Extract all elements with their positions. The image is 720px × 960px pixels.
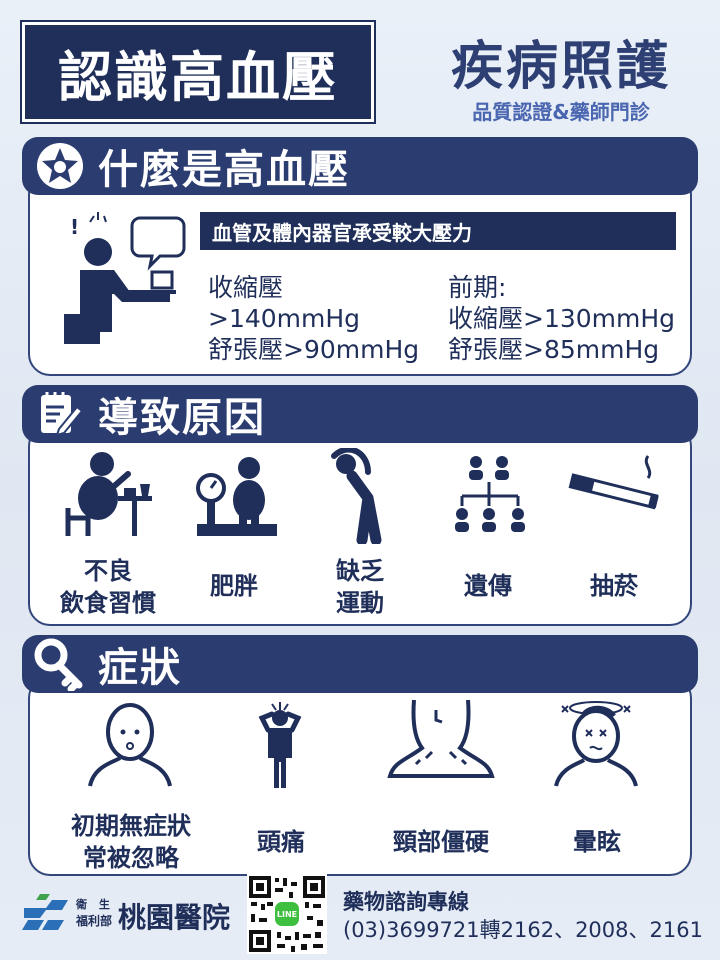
symptoms-section-title: 症狀 xyxy=(98,645,182,691)
causes-section-title: 導致原因 xyxy=(98,395,266,441)
category-subtitle: 品質認證&藥師門診 xyxy=(472,100,650,124)
cause-label-diet: 不良 飲食習慣 xyxy=(60,557,156,617)
logo-small-top: 衛 生 xyxy=(76,898,114,911)
family-tree-icon xyxy=(450,452,530,548)
criteria-line: 舒張壓>90mmHg xyxy=(208,335,420,364)
criteria-line: 收縮壓 xyxy=(208,273,284,302)
person-calm-icon xyxy=(88,696,172,792)
criteria-line: 舒張壓>85mmHg xyxy=(448,335,660,364)
what-section-header: 什麼是高血壓 xyxy=(22,137,698,195)
weight-scale-icon xyxy=(195,454,279,544)
hospital-logo-icon xyxy=(20,892,72,940)
cause-label-genetics: 遺傳 xyxy=(464,572,512,600)
criteria-line: 前期: xyxy=(448,273,507,302)
person-headache-icon xyxy=(258,700,302,796)
cause-label-smoking: 抽菸 xyxy=(590,572,638,600)
page-title: 認識高血壓 xyxy=(58,45,338,109)
what-section-panel xyxy=(28,172,692,376)
symptom-label-asymptomatic: 初期無症狀 常被忽略 xyxy=(71,812,191,872)
causes-section-panel xyxy=(28,424,692,626)
symptom-label-stiff-neck: 頸部僵硬 xyxy=(393,828,489,856)
consult-title: 藥物諮詢專線 xyxy=(343,890,469,914)
stiff-neck-icon xyxy=(386,696,496,792)
cause-label-obesity: 肥胖 xyxy=(210,572,258,600)
cause-label-exercise: 缺乏 運動 xyxy=(336,557,384,617)
hypertension-criteria: 收縮壓 >140mmHg 舒張壓>90mmHg xyxy=(208,272,419,365)
key-icon xyxy=(28,635,92,693)
symptom-label-dizziness: 暈眩 xyxy=(573,828,621,856)
notepad-pencil-icon xyxy=(28,385,92,443)
star-icon xyxy=(28,137,92,195)
dizzy-face-icon xyxy=(554,696,638,792)
criteria-line: 收縮壓>130mmHg xyxy=(448,304,676,333)
symptoms-section-header: 症狀 xyxy=(22,635,698,693)
page-title-box: 認識高血壓 xyxy=(20,20,376,124)
prehypertension-criteria: 前期: 收縮壓>130mmHg 舒張壓>85mmHg xyxy=(448,272,675,365)
person-bp-monitor-icon: ! xyxy=(60,212,190,356)
causes-section-header: 導致原因 xyxy=(22,385,698,443)
category-title: 疾病照護 xyxy=(450,37,671,97)
person-stretching-icon xyxy=(328,446,392,548)
line-qr-code[interactable]: LINE xyxy=(247,874,327,954)
hospital-name: 桃園醫院 xyxy=(118,901,231,934)
cigarette-icon xyxy=(566,454,666,518)
svg-text:!: ! xyxy=(70,215,79,239)
what-banner: 血管及體內器官承受較大壓力 xyxy=(200,212,676,250)
symptom-label-headache: 頭痛 xyxy=(257,828,305,856)
qr-badge-text: LINE xyxy=(277,910,297,919)
what-section-title: 什麼是高血壓 xyxy=(98,147,350,193)
criteria-line: >140mmHg xyxy=(208,304,361,333)
person-eating-icon xyxy=(62,448,158,544)
logo-small-bottom: 福利部 xyxy=(76,914,113,928)
consult-phone[interactable]: (03)3699721轉2162、2008、2161 xyxy=(343,918,703,942)
